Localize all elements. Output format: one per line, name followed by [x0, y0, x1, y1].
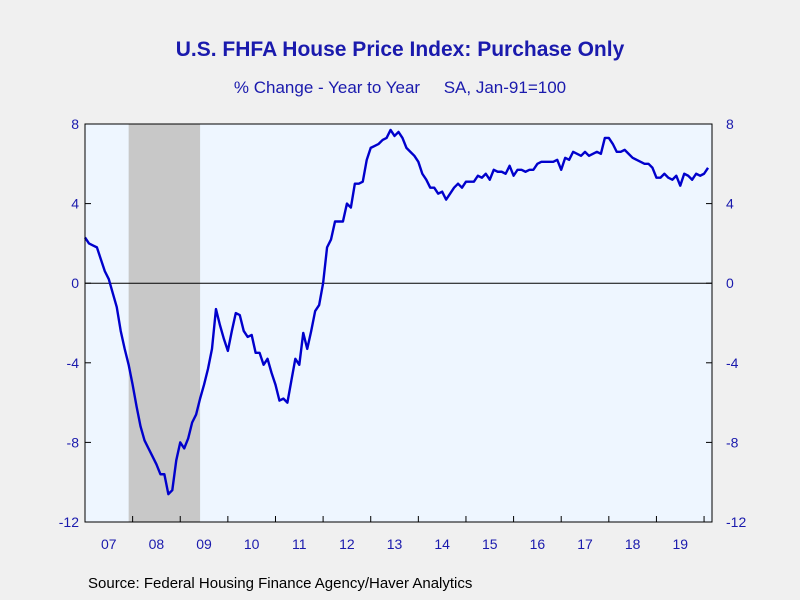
y-tick-label-left: 4 — [71, 196, 79, 212]
y-tick-label-left: 0 — [71, 275, 79, 291]
x-tick-label: 07 — [101, 536, 117, 552]
x-tick-label: 10 — [244, 536, 260, 552]
x-tick-label: 14 — [434, 536, 450, 552]
recession-shading — [129, 124, 200, 522]
x-tick-label: 12 — [339, 536, 355, 552]
y-tick-label-right: 8 — [726, 116, 734, 132]
y-tick-label-left: -12 — [59, 514, 79, 530]
y-tick-label-right: 4 — [726, 196, 734, 212]
y-tick-label-right: -4 — [726, 355, 739, 371]
x-tick-label: 17 — [577, 536, 593, 552]
y-tick-label-right: 0 — [726, 275, 734, 291]
y-tick-label-left: -4 — [67, 355, 80, 371]
y-tick-label-right: -12 — [726, 514, 746, 530]
x-tick-label: 19 — [672, 536, 688, 552]
x-tick-label: 13 — [387, 536, 403, 552]
y-tick-label-left: -8 — [67, 434, 80, 450]
x-tick-label: 09 — [196, 536, 212, 552]
x-tick-label: 08 — [149, 536, 165, 552]
source-note: Source: Federal Housing Finance Agency/H… — [88, 575, 472, 592]
y-tick-label-left: 8 — [71, 116, 79, 132]
x-tick-label: 18 — [625, 536, 641, 552]
y-tick-label-right: -8 — [726, 434, 739, 450]
x-tick-label: 11 — [292, 536, 307, 552]
x-tick-label: 15 — [482, 536, 498, 552]
line-chart: 8 4 0 -4 -8 -12 8 4 0 -4 -8 -12 07 08 09 10 11 12 13 14 15… — [0, 0, 800, 600]
x-tick-label: 16 — [530, 536, 546, 552]
